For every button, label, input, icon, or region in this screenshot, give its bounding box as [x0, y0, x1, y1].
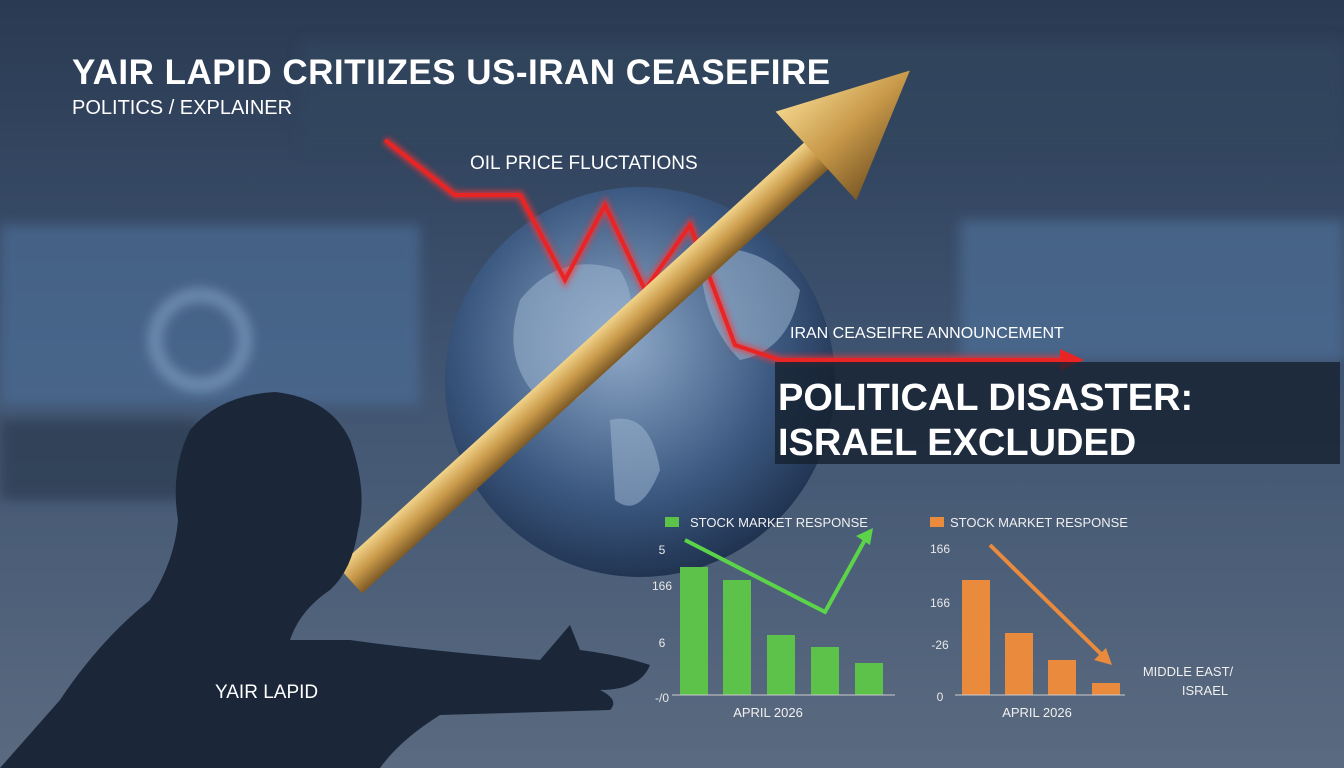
axis-label: 166 — [930, 542, 950, 556]
gold-arrow — [337, 70, 910, 594]
oil-label: OIL PRICE FLUCTATIONS — [470, 153, 698, 174]
bar — [962, 580, 990, 695]
region-label: MIDDLE EAST/ — [1143, 664, 1234, 679]
trend-arrowhead — [856, 528, 873, 545]
oil-line — [383, 138, 1072, 362]
ceasefire-label: IRAN CEASEIFRE ANNOUNCEMENT — [790, 325, 1064, 342]
bar — [680, 567, 708, 695]
continents — [513, 248, 800, 506]
silhouette — [0, 392, 650, 768]
bar — [767, 635, 795, 695]
axis-label: 5 — [659, 543, 666, 557]
axis-label: 6 — [659, 636, 666, 650]
headline-box — [775, 362, 1340, 464]
legend-swatch — [930, 517, 944, 527]
region-label: ISRAEL — [1182, 683, 1228, 698]
legend-swatch — [665, 517, 679, 527]
legend-label: STOCK MARKET RESPONSE — [950, 515, 1128, 530]
trend-arrow — [684, 537, 868, 615]
bar — [855, 663, 883, 695]
chart-panel: STOCK MARKET RESPONSE 5 166 6 -/0 APRIL … — [652, 515, 895, 720]
footer-label: APRIL 2026 — [733, 705, 803, 720]
trend-arrowhead — [1094, 648, 1112, 665]
headline: POLITICAL DISASTER: — [778, 377, 1193, 419]
bar — [811, 647, 839, 695]
bar — [1092, 683, 1120, 695]
legend-label: STOCK MARKET RESPONSE — [690, 515, 868, 530]
subtitle: POLITICS / EXPLAINER — [72, 97, 292, 119]
axis-label: -/0 — [655, 691, 669, 705]
trend-arrow — [988, 543, 1104, 657]
axis-label: -26 — [931, 638, 949, 652]
headline: ISRAEL EXCLUDED — [778, 422, 1136, 464]
chart-panel: STOCK MARKET RESPONSE 166 166 -26 0 APRI… — [930, 515, 1128, 720]
monitors — [0, 40, 1344, 500]
bar — [1048, 660, 1076, 695]
axis-label: 0 — [937, 690, 944, 704]
footer-label: APRIL 2026 — [1002, 705, 1072, 720]
bar — [1005, 633, 1033, 695]
title: YAIR LAPID CRITIIZES US-IRAN CEASEFIRE — [72, 53, 831, 92]
bar — [723, 580, 751, 695]
person-label: YAIR LAPID — [215, 682, 318, 703]
axis-label: 166 — [930, 596, 950, 610]
axis-label: 166 — [652, 579, 672, 593]
